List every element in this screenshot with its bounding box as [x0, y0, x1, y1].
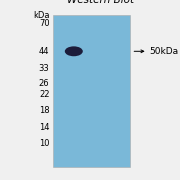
Text: 33: 33 — [39, 64, 50, 73]
Text: kDa: kDa — [33, 11, 50, 20]
Text: 44: 44 — [39, 47, 50, 56]
Text: 70: 70 — [39, 19, 50, 28]
Text: 18: 18 — [39, 106, 50, 115]
Ellipse shape — [65, 46, 83, 56]
Text: 50kDa: 50kDa — [149, 47, 179, 56]
Bar — [53, 15, 130, 167]
Text: 26: 26 — [39, 79, 50, 88]
Text: 22: 22 — [39, 90, 50, 99]
Text: 10: 10 — [39, 140, 50, 148]
Text: 14: 14 — [39, 123, 50, 132]
Text: Western Blot: Western Blot — [67, 0, 134, 5]
